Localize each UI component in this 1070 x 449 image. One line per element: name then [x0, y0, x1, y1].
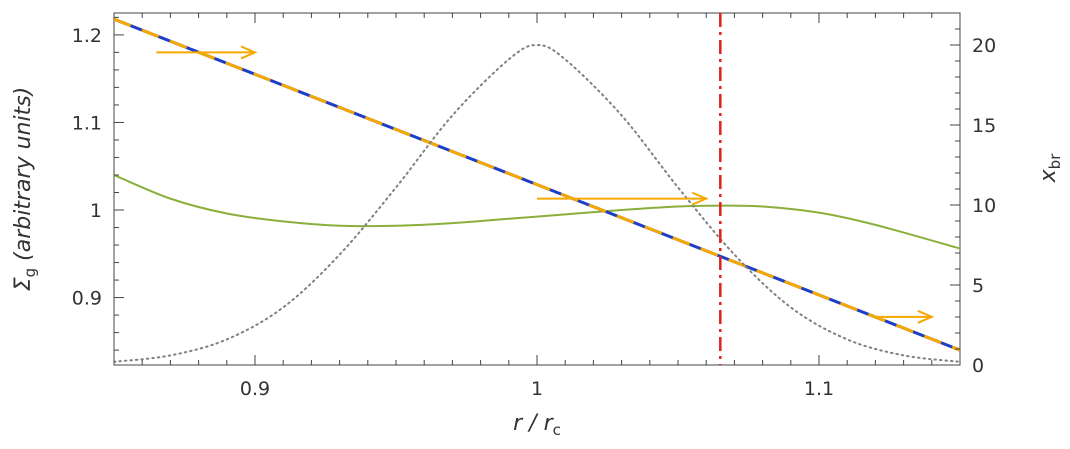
annotation-arrow-head-1 — [691, 191, 709, 206]
annotation-arrow-head-0 — [240, 45, 258, 60]
annotation-arrow-0 — [156, 45, 258, 60]
y-left-tick-label-3: 1.2 — [72, 25, 102, 47]
y-left-tick-label-1: 1 — [90, 200, 102, 222]
x-tick-label-1: 1 — [531, 378, 543, 400]
annotation-arrow-head-2 — [917, 309, 935, 324]
y-right-tick-label-0: 0 — [972, 355, 984, 377]
x-tick-label-2: 1.1 — [804, 378, 834, 400]
y-right-axis-title: xbr — [1036, 153, 1064, 184]
y-right-tick-label-3: 15 — [972, 115, 996, 137]
series-line-0 — [114, 174, 960, 250]
y-left-tick-label-2: 1.1 — [72, 112, 102, 134]
annotation-arrow-1 — [537, 191, 709, 206]
y-right-tick-label-4: 20 — [972, 35, 996, 57]
y-right-tick-label-1: 5 — [972, 275, 984, 297]
series-line-2 — [114, 43, 960, 363]
x-tick-label-0: 0.9 — [240, 378, 270, 400]
y-right-tick-label-2: 10 — [972, 195, 996, 217]
y-left-tick-label-0: 0.9 — [72, 288, 102, 310]
x-axis-title: r / rc — [513, 411, 561, 439]
annotation-arrow-2 — [875, 309, 935, 324]
y-left-axis-title: Σg (arbitrary units) — [11, 87, 39, 292]
plot-frame — [113, 12, 961, 366]
